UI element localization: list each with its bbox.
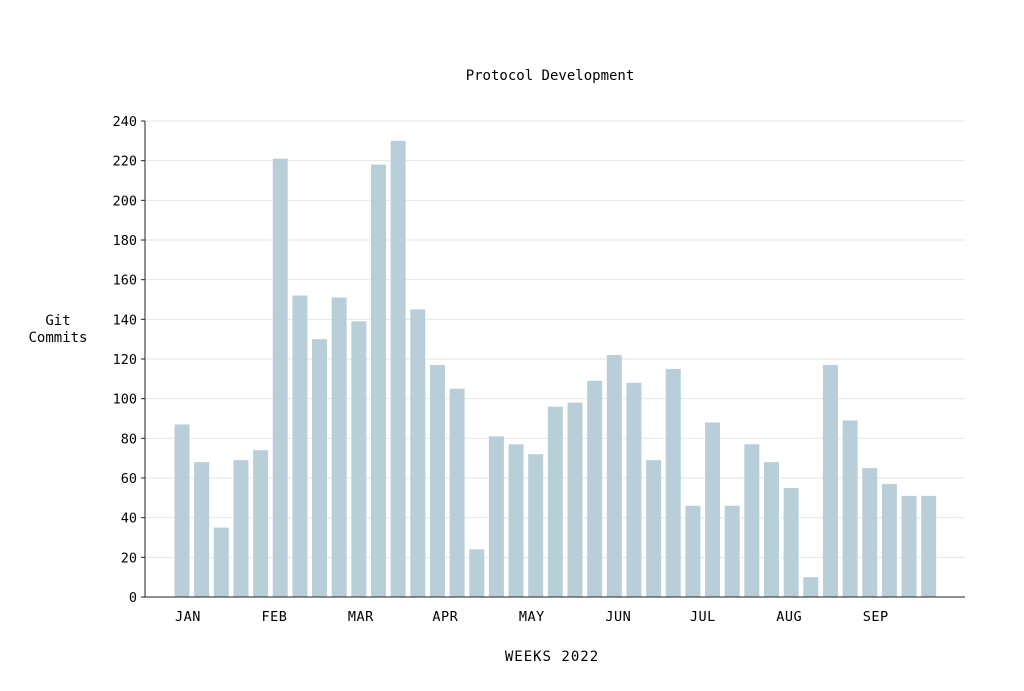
bar	[312, 339, 328, 597]
y-tick-label: 80	[121, 431, 137, 447]
bar	[194, 462, 210, 597]
y-axis-label-line-1: Git	[45, 313, 70, 329]
bar	[921, 495, 937, 597]
y-tick-label: 240	[113, 114, 137, 130]
y-tick-label: 20	[121, 550, 137, 566]
bar	[390, 140, 406, 598]
bar	[744, 444, 760, 597]
x-tick-label: JAN	[175, 609, 201, 625]
x-tick-label: JUN	[605, 609, 631, 625]
bar	[272, 158, 288, 597]
bar	[429, 364, 445, 597]
bar	[685, 505, 701, 597]
x-axis-month-labels: JAN FEB MAR APR MAY JUN JUL AUG SEP	[175, 609, 889, 625]
bar	[508, 444, 524, 597]
y-tick-label: 220	[113, 154, 137, 170]
bar	[626, 382, 642, 597]
bar	[842, 420, 858, 597]
bar	[862, 468, 878, 597]
bar	[783, 487, 799, 597]
bars	[174, 140, 937, 598]
bar	[724, 505, 740, 597]
bar	[253, 450, 269, 597]
y-tick-label: 140	[113, 312, 137, 328]
bar	[292, 295, 308, 597]
bar	[881, 483, 897, 597]
bar	[449, 388, 465, 597]
bar	[587, 380, 603, 597]
bar	[764, 462, 779, 597]
bar	[371, 164, 386, 597]
bar	[547, 406, 563, 597]
bar	[665, 368, 681, 597]
y-axis-label-line-2: Commits	[28, 330, 87, 346]
bar	[469, 549, 485, 597]
bar	[606, 355, 622, 597]
y-tick-label: 180	[113, 233, 137, 249]
x-tick-label: AUG	[776, 609, 802, 625]
bar	[705, 422, 721, 597]
y-tick-label: 160	[113, 273, 137, 289]
bar	[488, 436, 504, 597]
chart-title: Protocol Development	[466, 68, 635, 84]
x-tick-label: MAY	[519, 609, 545, 625]
bar	[351, 321, 367, 597]
bar	[822, 364, 838, 597]
y-tick-label: 40	[121, 511, 137, 527]
x-tick-label: SEP	[863, 609, 889, 625]
bar	[528, 454, 544, 597]
bar	[331, 297, 347, 597]
bar	[901, 495, 917, 597]
bar	[567, 402, 583, 597]
y-tick-label: 200	[113, 193, 137, 209]
x-axis-label: WEEKS 2022	[505, 649, 599, 665]
bar	[410, 309, 426, 597]
x-tick-label: APR	[432, 609, 458, 625]
y-tick-label: 60	[121, 471, 137, 487]
bar	[646, 460, 662, 597]
bar	[213, 527, 229, 597]
bar	[174, 424, 190, 597]
y-tick-label: 100	[113, 392, 137, 408]
y-axis-ticks: 0 20 40 60 80 100 120 140 160 180 200 220 240	[113, 114, 145, 606]
y-tick-label: 0	[129, 590, 137, 606]
x-tick-label: MAR	[348, 609, 374, 625]
bar	[803, 577, 819, 597]
x-tick-label: JUL	[690, 609, 716, 625]
y-tick-label: 120	[113, 352, 137, 368]
bar	[233, 460, 249, 597]
x-tick-label: FEB	[261, 609, 287, 625]
